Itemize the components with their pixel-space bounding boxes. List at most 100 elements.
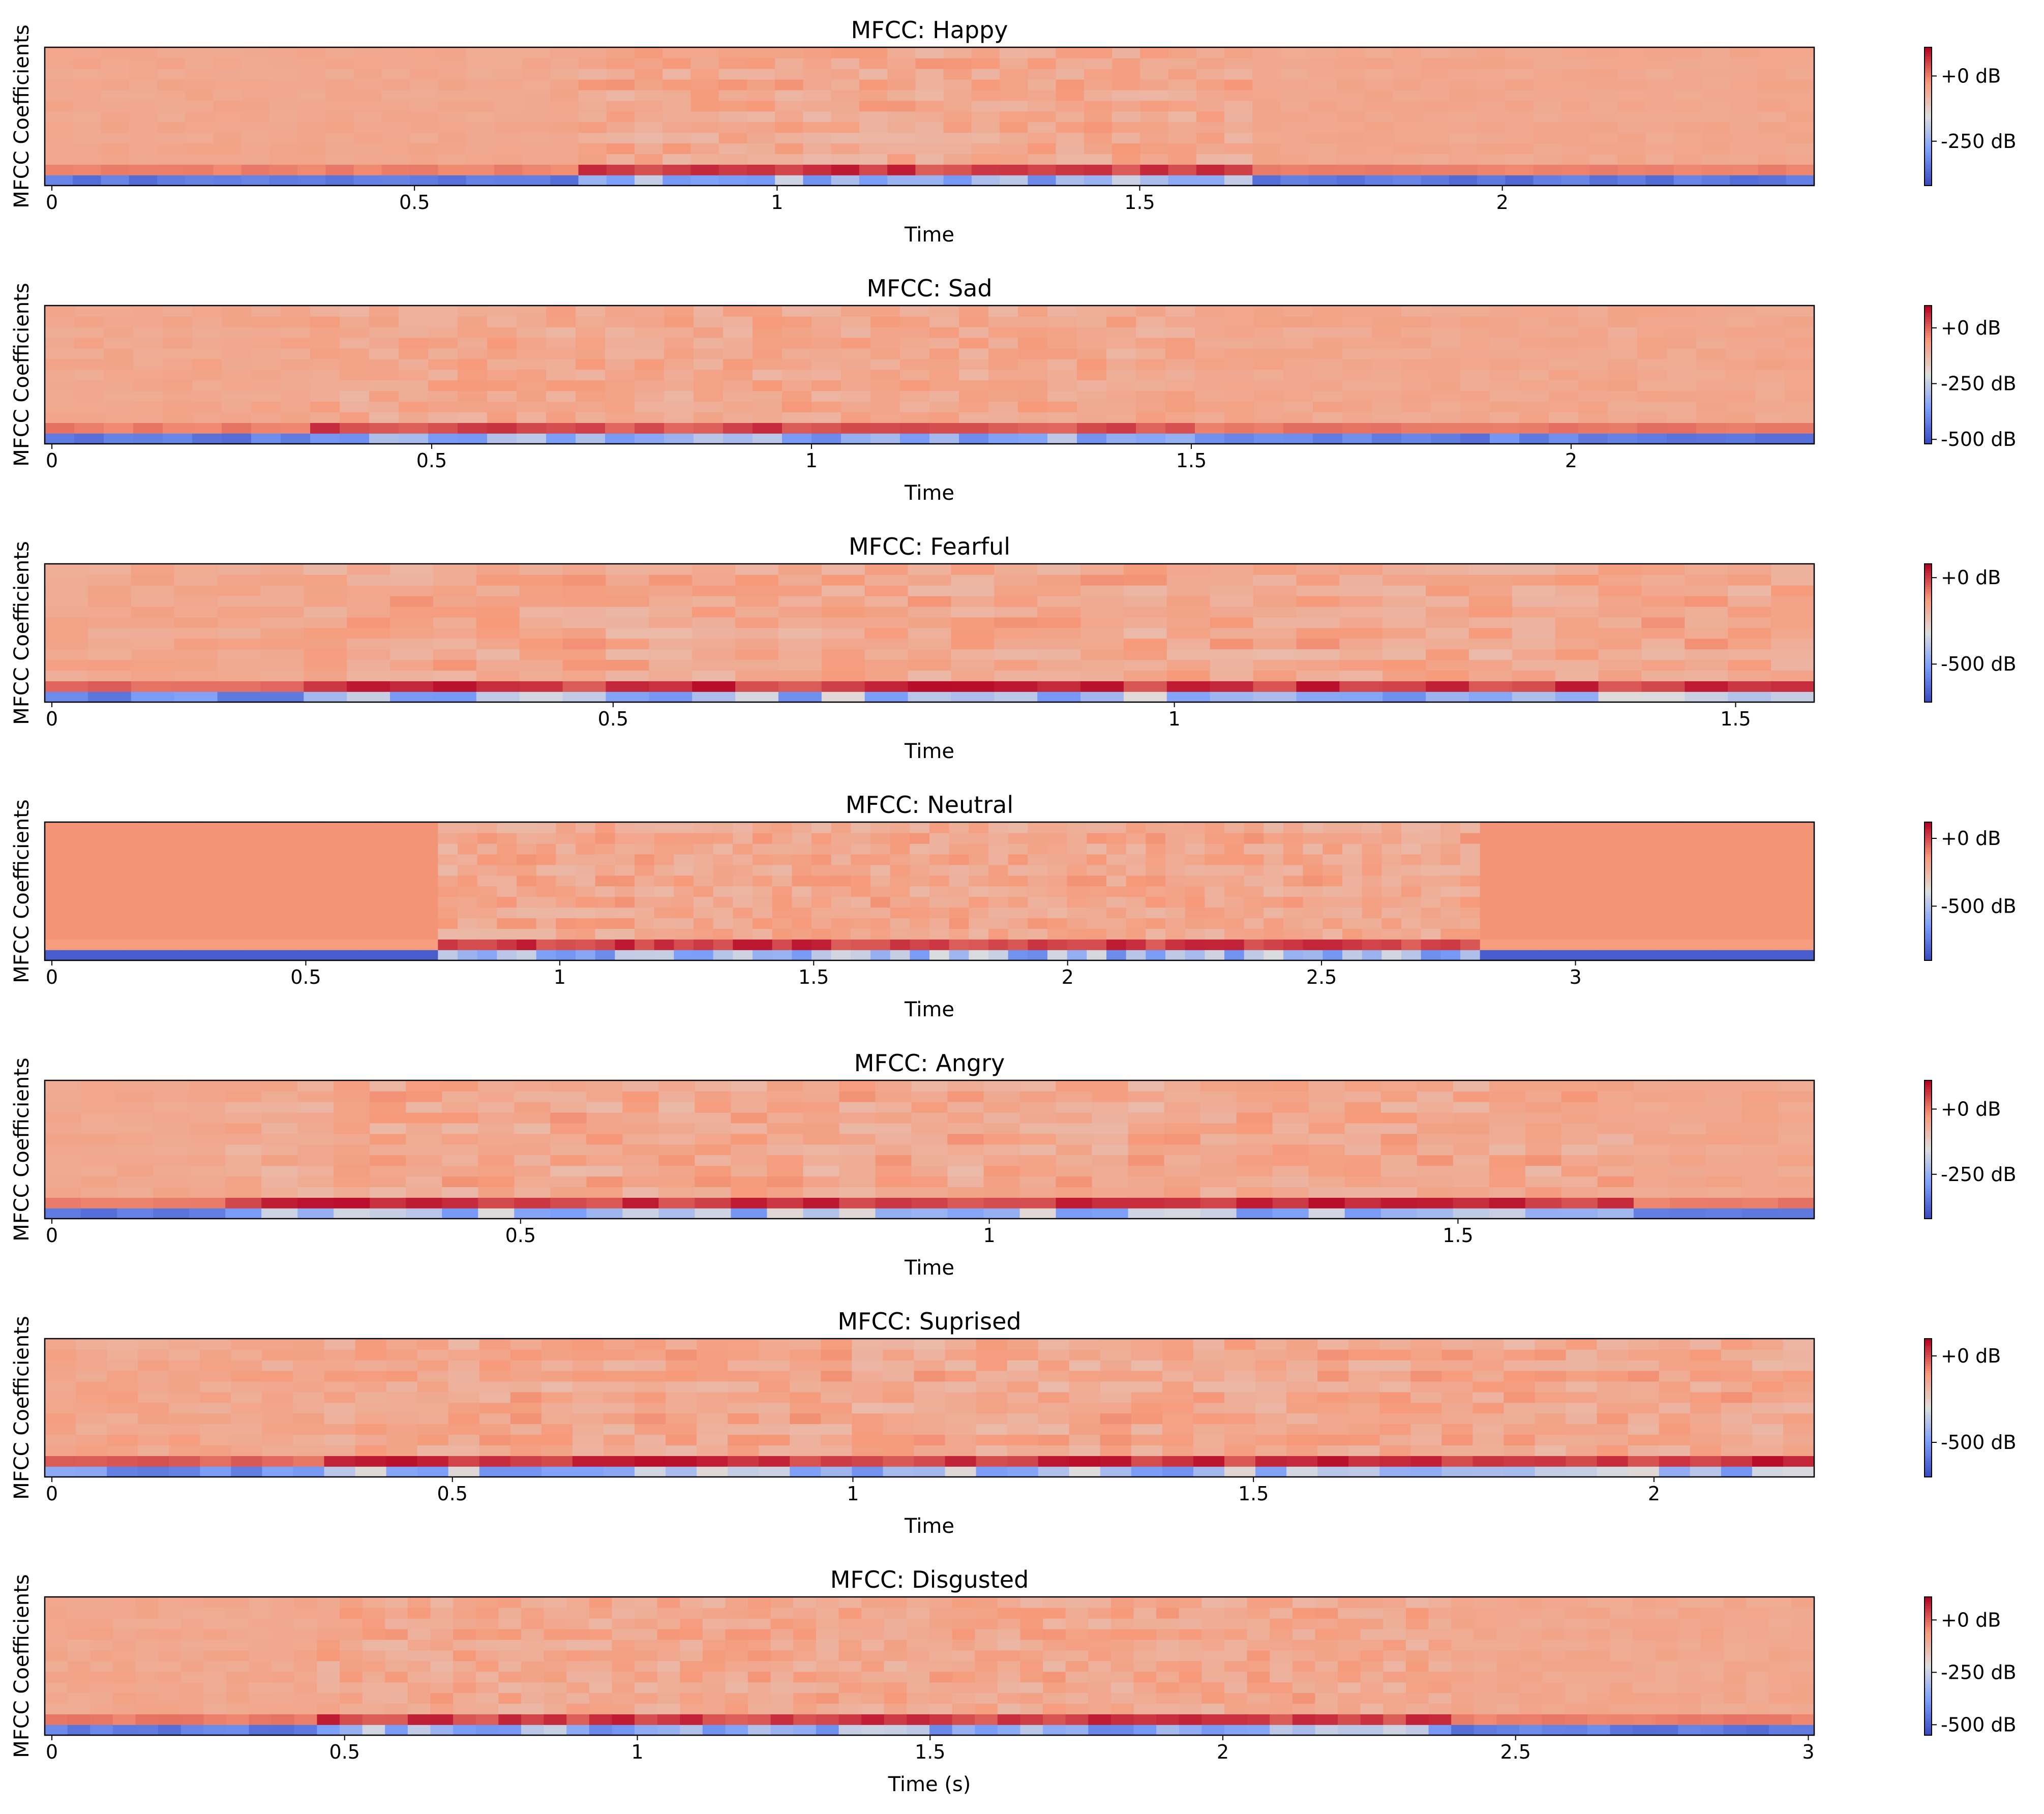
heatmap-cell <box>1037 564 1081 575</box>
heatmap-cell <box>1342 896 1363 908</box>
heatmap-cell <box>390 670 434 681</box>
heatmap-cell <box>1533 89 1562 101</box>
heatmap-cell <box>831 832 852 844</box>
heatmap-cell <box>225 1091 262 1102</box>
heatmap-cell <box>1401 337 1431 349</box>
heatmap-cell <box>241 928 262 940</box>
heatmap-cell <box>1794 822 1815 833</box>
heatmap-cell <box>189 1133 226 1145</box>
heatmap-cell <box>1794 854 1815 865</box>
heatmap-cell <box>908 595 952 607</box>
heatmap-cell <box>852 1445 884 1456</box>
heatmap-cell <box>261 928 281 940</box>
heatmap-cell <box>864 659 909 671</box>
heatmap-cell <box>1617 939 1638 950</box>
heatmap-cell <box>304 585 347 596</box>
heatmap-cell <box>1676 907 1697 919</box>
heatmap-cell <box>1755 907 1776 919</box>
heatmap-cell <box>943 100 972 112</box>
heatmap-cell <box>192 369 222 381</box>
heatmap-cell <box>723 390 753 402</box>
heatmap-cell <box>1525 1155 1562 1166</box>
heatmap-cell <box>1264 854 1284 865</box>
heatmap-cell <box>123 875 144 887</box>
heatmap-cell <box>45 132 74 144</box>
heatmap-cell <box>241 950 262 961</box>
heatmap-cell <box>433 585 477 596</box>
colorbar-step <box>1925 686 1932 689</box>
heatmap-cell <box>192 401 222 413</box>
heatmap-cell <box>1165 422 1195 434</box>
heatmap-cell <box>1308 1176 1345 1188</box>
heatmap-cell <box>1038 1392 1070 1403</box>
colorbar-step <box>1925 861 1932 864</box>
heatmap-cell <box>320 886 340 897</box>
heatmap-cell <box>971 132 1000 144</box>
heatmap-cell <box>811 433 841 444</box>
heatmap-cell <box>1283 864 1304 876</box>
heatmap-cell <box>231 1349 263 1360</box>
heatmap-cell <box>293 1392 325 1403</box>
heatmap-cell <box>370 1208 407 1219</box>
heatmap-cell <box>1253 617 1297 628</box>
heatmap-cell <box>1047 422 1077 434</box>
heatmap-cell <box>1342 822 1363 833</box>
heatmap-cell <box>74 316 104 327</box>
heatmap-cell <box>1339 670 1384 681</box>
heatmap-cell <box>1164 1112 1201 1124</box>
heatmap-cell <box>1168 154 1197 165</box>
heatmap-cell <box>864 617 909 628</box>
heatmap-cell <box>297 1208 334 1219</box>
heatmap-cell <box>1308 100 1337 112</box>
heatmap-cell <box>951 670 995 681</box>
heatmap-cell <box>841 412 871 423</box>
heatmap-cell <box>202 886 222 897</box>
heatmap-cell <box>1224 47 1253 58</box>
heatmap-cell <box>45 390 75 402</box>
heatmap-cell <box>1303 832 1324 844</box>
heatmap-cell <box>1308 164 1337 175</box>
heatmap-cell <box>883 1370 915 1382</box>
heatmap-cell <box>1380 1144 1418 1156</box>
heatmap-cell <box>792 939 812 950</box>
heatmap-cell <box>324 1349 356 1360</box>
heatmap-cell <box>1421 79 1450 90</box>
heatmap-cell <box>733 950 753 961</box>
colorbar-step <box>1925 360 1932 364</box>
heatmap-cell <box>1460 886 1481 897</box>
heatmap-cell <box>1417 1197 1454 1208</box>
heatmap-cell <box>666 1466 697 1477</box>
heatmap-cell <box>1417 1208 1454 1219</box>
heatmap-cell <box>1535 1424 1567 1435</box>
heatmap-cell <box>45 606 88 618</box>
heatmap-cell <box>1313 369 1343 381</box>
heatmap-cell <box>1018 326 1048 338</box>
heatmap-cell <box>606 68 635 80</box>
heatmap-cell <box>951 649 995 660</box>
heatmap-cell <box>1283 390 1313 402</box>
heatmap-cell <box>1200 1091 1237 1102</box>
heatmap-cell <box>718 47 747 58</box>
heatmap-cell <box>45 89 74 101</box>
heatmap-cell <box>370 1197 407 1208</box>
heatmap-cell <box>479 1381 511 1393</box>
colorbar-step <box>1925 912 1932 915</box>
heatmap-cell <box>1007 1339 1039 1350</box>
heatmap-cell <box>546 369 576 381</box>
heatmap-cell <box>1468 659 1513 671</box>
heatmap-cell <box>674 854 694 865</box>
heatmap-cell <box>852 1392 884 1403</box>
heatmap-cell <box>381 100 410 112</box>
mfcc-heatmap <box>45 47 1815 186</box>
colorbar-tick-label: -250 dB <box>1941 130 2017 153</box>
heatmap-cell <box>914 1381 946 1393</box>
colorbar-step <box>1925 148 1932 152</box>
heatmap-cell <box>1401 412 1431 423</box>
heatmap-cell <box>831 907 852 919</box>
heatmap-cell <box>666 1349 697 1360</box>
heatmap-cell <box>1283 358 1313 370</box>
heatmap-cell <box>887 111 916 123</box>
heatmap-cell <box>1771 595 1815 607</box>
heatmap-cell <box>1254 390 1284 402</box>
